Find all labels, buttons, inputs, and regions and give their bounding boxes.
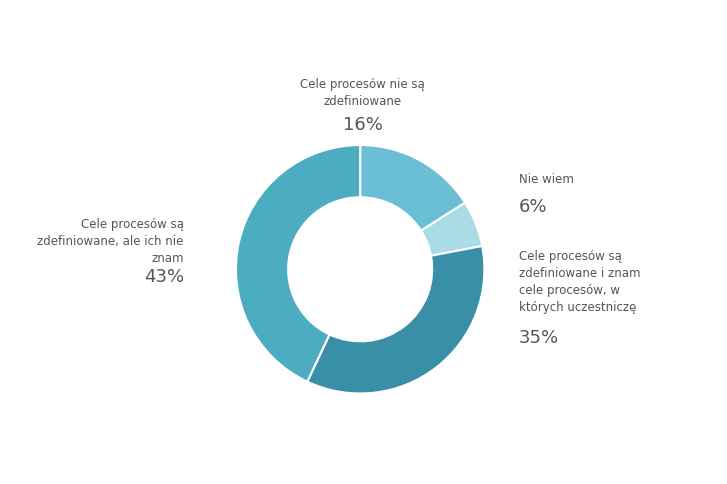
Text: Cele procesów są
zdefiniowane i znam
cele procesów, w
których uczestniczę: Cele procesów są zdefiniowane i znam cel… bbox=[519, 250, 640, 314]
Text: 43%: 43% bbox=[144, 268, 184, 286]
Text: 16%: 16% bbox=[342, 116, 382, 134]
Text: Cele procesów są
zdefiniowane, ale ich nie
znam: Cele procesów są zdefiniowane, ale ich n… bbox=[37, 218, 184, 265]
Wedge shape bbox=[308, 246, 484, 393]
Text: Nie wiem: Nie wiem bbox=[519, 173, 574, 186]
Text: Cele procesów nie są
zdefiniowane: Cele procesów nie są zdefiniowane bbox=[300, 78, 425, 108]
Text: 35%: 35% bbox=[519, 329, 559, 347]
Wedge shape bbox=[236, 145, 360, 382]
Text: 6%: 6% bbox=[519, 198, 547, 216]
Wedge shape bbox=[360, 145, 465, 231]
Wedge shape bbox=[421, 203, 482, 256]
